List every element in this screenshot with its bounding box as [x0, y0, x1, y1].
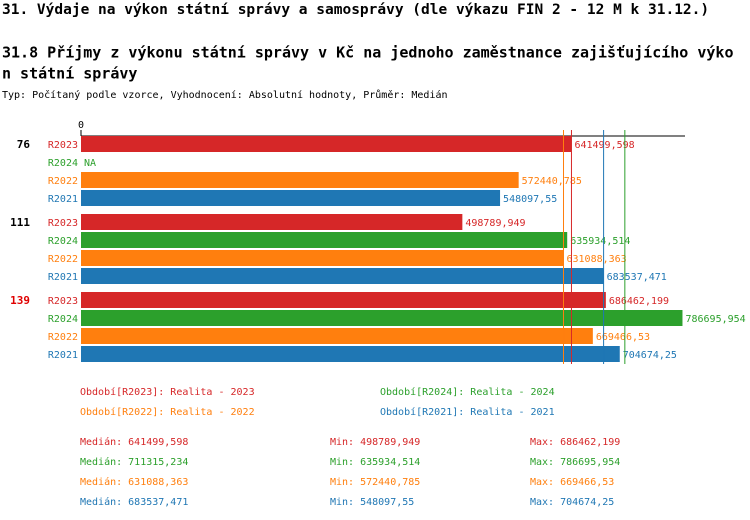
chart-subtitle: 31.8 Příjmy z výkonu státní správy v Kč …	[2, 44, 734, 62]
row-label: R2022	[48, 332, 78, 343]
bar	[81, 172, 519, 188]
chart-title: 31. Výdaje na výkon státní správy a samo…	[2, 2, 709, 18]
bar	[81, 214, 463, 230]
value-label: 641499,598	[574, 140, 634, 151]
bar	[81, 232, 568, 248]
row-label: R2022	[48, 176, 78, 187]
stat-value: 704674,25	[560, 497, 614, 508]
stat-value: 635934,514	[360, 457, 420, 468]
stat-median: Medián: 641499,598	[80, 436, 188, 448]
chart-subtitle: n státní správy	[2, 65, 137, 83]
stat-median: Medián: 631088,363	[80, 476, 188, 488]
stat-name: Min:	[330, 477, 354, 488]
stat-value: 641499,598	[128, 437, 188, 448]
bar	[81, 190, 501, 206]
stat-value: 572440,785	[360, 477, 420, 488]
value-label: 548097,55	[503, 194, 557, 205]
stat-name: Max:	[530, 497, 554, 508]
stat-min: Min: 635934,514	[330, 457, 420, 468]
bar	[81, 250, 564, 266]
stat-value: 786695,954	[560, 457, 620, 468]
value-label: NA	[84, 158, 96, 169]
stat-max: Max: 669466,53	[530, 477, 614, 488]
stat-median: Medián: 711315,234	[80, 456, 188, 468]
stat-name: Medián:	[80, 496, 122, 508]
bar	[81, 268, 604, 284]
legend-entry: Období[R2022]: Realita - 2022	[80, 406, 255, 418]
group-label: 111	[10, 216, 30, 229]
stat-name: Max:	[530, 437, 554, 448]
value-label: 635934,514	[570, 236, 630, 247]
row-label: R2022	[48, 254, 78, 265]
stat-max: Max: 686462,199	[530, 437, 620, 448]
stat-name: Min:	[330, 457, 354, 468]
stat-name: Min:	[330, 497, 354, 508]
value-label: 498789,949	[465, 218, 525, 229]
value-label: 686462,199	[609, 296, 669, 307]
legend-entry: Období[R2021]: Realita - 2021	[380, 406, 555, 418]
group-label: 76	[17, 138, 31, 151]
stat-max: Max: 704674,25	[530, 497, 614, 508]
row-label: R2023	[48, 140, 78, 151]
stat-name: Medián:	[80, 456, 122, 468]
stat-max: Max: 786695,954	[530, 457, 620, 468]
value-label: 572440,785	[522, 176, 582, 187]
chart-note: Typ: Počítaný podle vzorce, Vyhodnocení:…	[2, 89, 448, 101]
stat-name: Min:	[330, 437, 354, 448]
row-label: R2021	[48, 272, 78, 283]
stat-value: 498789,949	[360, 437, 420, 448]
row-label: R2024	[48, 314, 78, 325]
stat-value: 669466,53	[560, 477, 614, 488]
stat-value: 711315,234	[128, 457, 188, 468]
row-label: R2023	[48, 218, 78, 229]
stat-name: Medián:	[80, 476, 122, 488]
bar	[81, 292, 606, 308]
stat-name: Max:	[530, 477, 554, 488]
value-label: 631088,363	[567, 254, 627, 265]
row-label: R2024	[48, 236, 78, 247]
legend-entry: Období[R2023]: Realita - 2023	[80, 386, 255, 398]
legend-entry: Období[R2024]: Realita - 2024	[380, 386, 555, 398]
stat-value: 548097,55	[360, 497, 414, 508]
stat-min: Min: 572440,785	[330, 477, 420, 488]
bar	[81, 346, 620, 362]
row-label: R2021	[48, 350, 78, 361]
stat-value: 631088,363	[128, 477, 188, 488]
stat-name: Medián:	[80, 436, 122, 448]
row-label: R2023	[48, 296, 78, 307]
stat-median: Medián: 683537,471	[80, 496, 188, 508]
stat-min: Min: 548097,55	[330, 497, 414, 508]
value-label: 683537,471	[607, 272, 667, 283]
group-label: 139	[10, 294, 30, 307]
bar	[81, 310, 683, 326]
value-label: 786695,954	[685, 314, 745, 325]
stat-min: Min: 498789,949	[330, 437, 420, 448]
value-label: 704674,25	[623, 350, 677, 361]
stat-value: 683537,471	[128, 497, 188, 508]
stat-value: 686462,199	[560, 437, 620, 448]
bar	[81, 136, 572, 152]
row-label: R2021	[48, 194, 78, 205]
stat-name: Max:	[530, 457, 554, 468]
bar	[81, 328, 593, 344]
value-label: 669466,53	[596, 332, 650, 343]
x-tick-label: 0	[78, 120, 84, 131]
row-label: R2024	[48, 158, 78, 169]
